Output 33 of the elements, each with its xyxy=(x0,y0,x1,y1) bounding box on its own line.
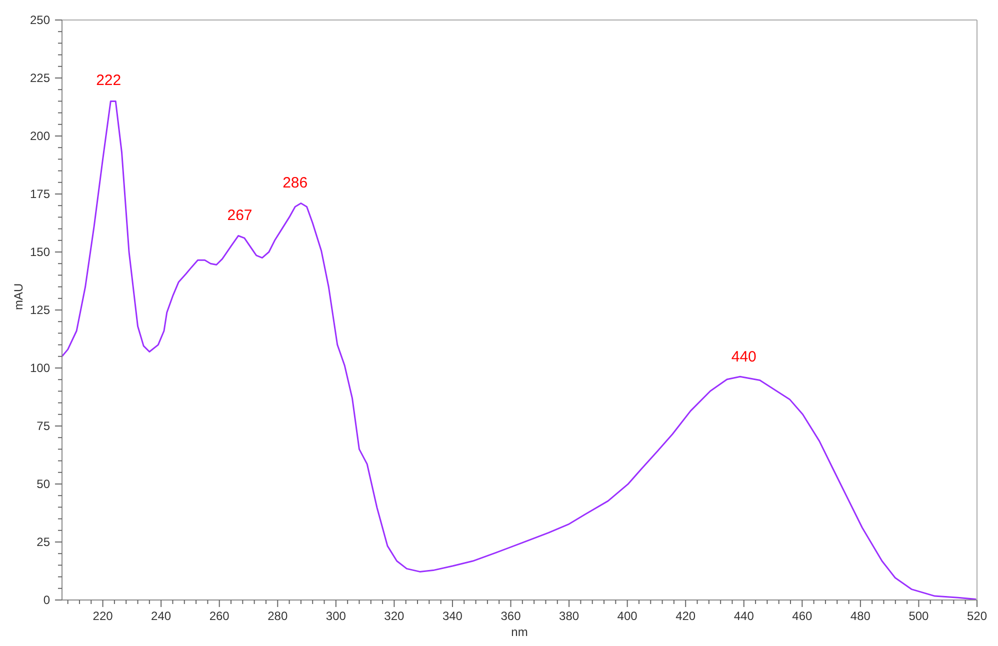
y-tick-label: 0 xyxy=(43,593,50,607)
y-tick-label: 225 xyxy=(30,71,50,85)
x-tick-label: 360 xyxy=(500,609,522,623)
x-tick-label: 380 xyxy=(559,609,580,623)
annotation: 440 xyxy=(731,348,756,366)
annotation: 286 xyxy=(282,174,308,192)
x-tick-label: 460 xyxy=(792,609,812,623)
x-tick-label: 240 xyxy=(151,609,172,623)
y-axis-title: mAU xyxy=(11,283,26,310)
x-tick-label: 300 xyxy=(326,609,346,623)
x-axis-title: nm xyxy=(511,625,528,639)
y-tick-label: 250 xyxy=(30,13,50,27)
y-tick-label: 75 xyxy=(36,419,50,433)
y-tick-label: 125 xyxy=(30,303,50,317)
x-tick-label: 480 xyxy=(850,609,871,623)
annotation: 222 xyxy=(96,72,122,90)
y-tick-label: 175 xyxy=(30,187,50,201)
x-tick-label: 260 xyxy=(209,609,230,623)
annotation: 267 xyxy=(227,206,252,224)
x-tick-label: 340 xyxy=(442,609,463,623)
x-tick-label: 440 xyxy=(734,609,754,623)
x-tick-label: 320 xyxy=(384,609,405,623)
x-tick-label: 220 xyxy=(92,609,114,623)
y-tick-label: 100 xyxy=(30,361,50,375)
y-tick-label: 150 xyxy=(30,245,50,259)
y-tick-label: 25 xyxy=(36,535,50,549)
x-tick-label: 280 xyxy=(268,609,288,623)
x-tick-label: 400 xyxy=(617,609,638,623)
x-tick-label: 420 xyxy=(676,609,696,623)
x-tick-label: 520 xyxy=(966,609,988,623)
y-tick-label: 50 xyxy=(36,477,50,491)
x-tick-label: 500 xyxy=(908,609,930,623)
y-tick-label: 200 xyxy=(30,129,50,143)
